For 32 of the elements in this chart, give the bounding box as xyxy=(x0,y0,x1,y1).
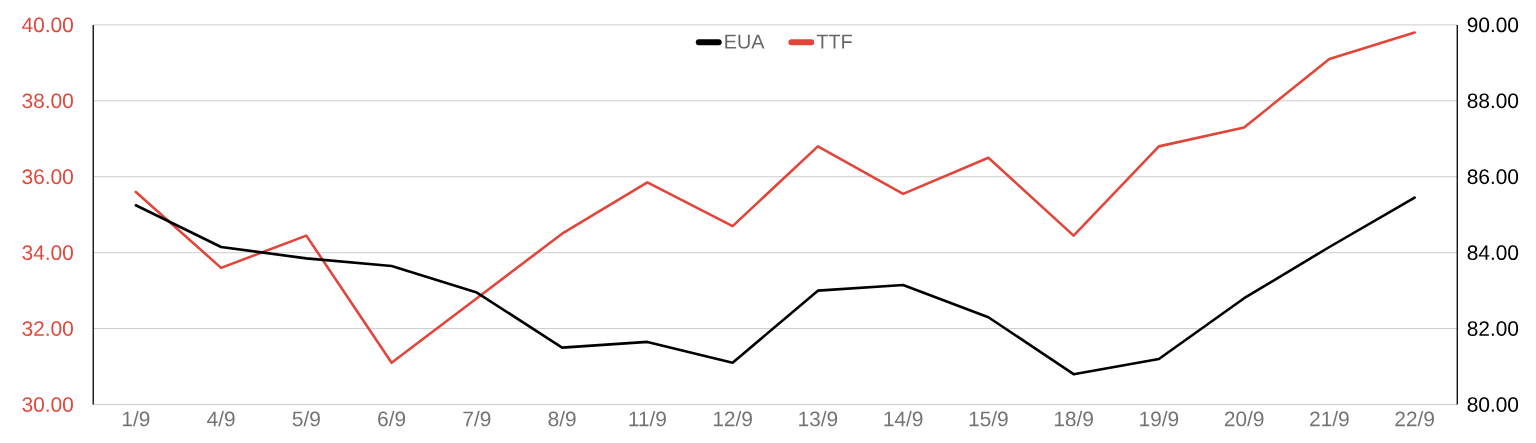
y2-tick-label: 80.00 xyxy=(1467,396,1519,412)
legend-label: EUA xyxy=(725,34,765,49)
x-tick-label: 18/9 xyxy=(1054,410,1093,427)
y2-tick-label: 86.00 xyxy=(1467,169,1519,184)
x-tick-label: 7/9 xyxy=(463,410,491,427)
y-tick-label: 34.00 xyxy=(22,245,73,260)
x-tick-label: 5/9 xyxy=(292,410,320,427)
x-tick-label: 13/9 xyxy=(799,410,838,427)
y2-tick-label: 82.00 xyxy=(1467,321,1519,336)
x-tick-label: 6/9 xyxy=(378,410,406,427)
x-tick-label: 21/9 xyxy=(1310,410,1349,427)
x-tick-label: 19/9 xyxy=(1140,410,1179,427)
y-tick-label: 30.00 xyxy=(22,396,73,412)
x-tick-label: 1/9 xyxy=(122,410,150,427)
x-tick-label: 20/9 xyxy=(1224,410,1264,427)
line-series xyxy=(134,196,1416,376)
y-tick-label: 36.00 xyxy=(22,169,73,184)
x-tick-label: 11/9 xyxy=(629,410,666,427)
line-series xyxy=(134,31,1416,364)
y2-tick-label: 88.00 xyxy=(1467,93,1519,109)
y2-tick-label: 84.00 xyxy=(1467,245,1519,260)
y2-tick-label: 90.00 xyxy=(1467,17,1519,33)
y-tick-label: 38.00 xyxy=(22,93,73,109)
x-tick-label: 12/9 xyxy=(713,410,752,427)
y-tick-label: 32.00 xyxy=(22,321,73,336)
x-tick-label: 14/9 xyxy=(884,410,923,427)
y-tick-label: 40.00 xyxy=(22,17,73,33)
x-tick-label: 4/9 xyxy=(207,410,235,427)
x-tick-label: 15/9 xyxy=(969,410,1008,427)
x-tick-label: 8/9 xyxy=(548,410,576,427)
legend-label: TTF xyxy=(816,34,852,49)
x-tick-label: 22/9 xyxy=(1395,410,1434,427)
